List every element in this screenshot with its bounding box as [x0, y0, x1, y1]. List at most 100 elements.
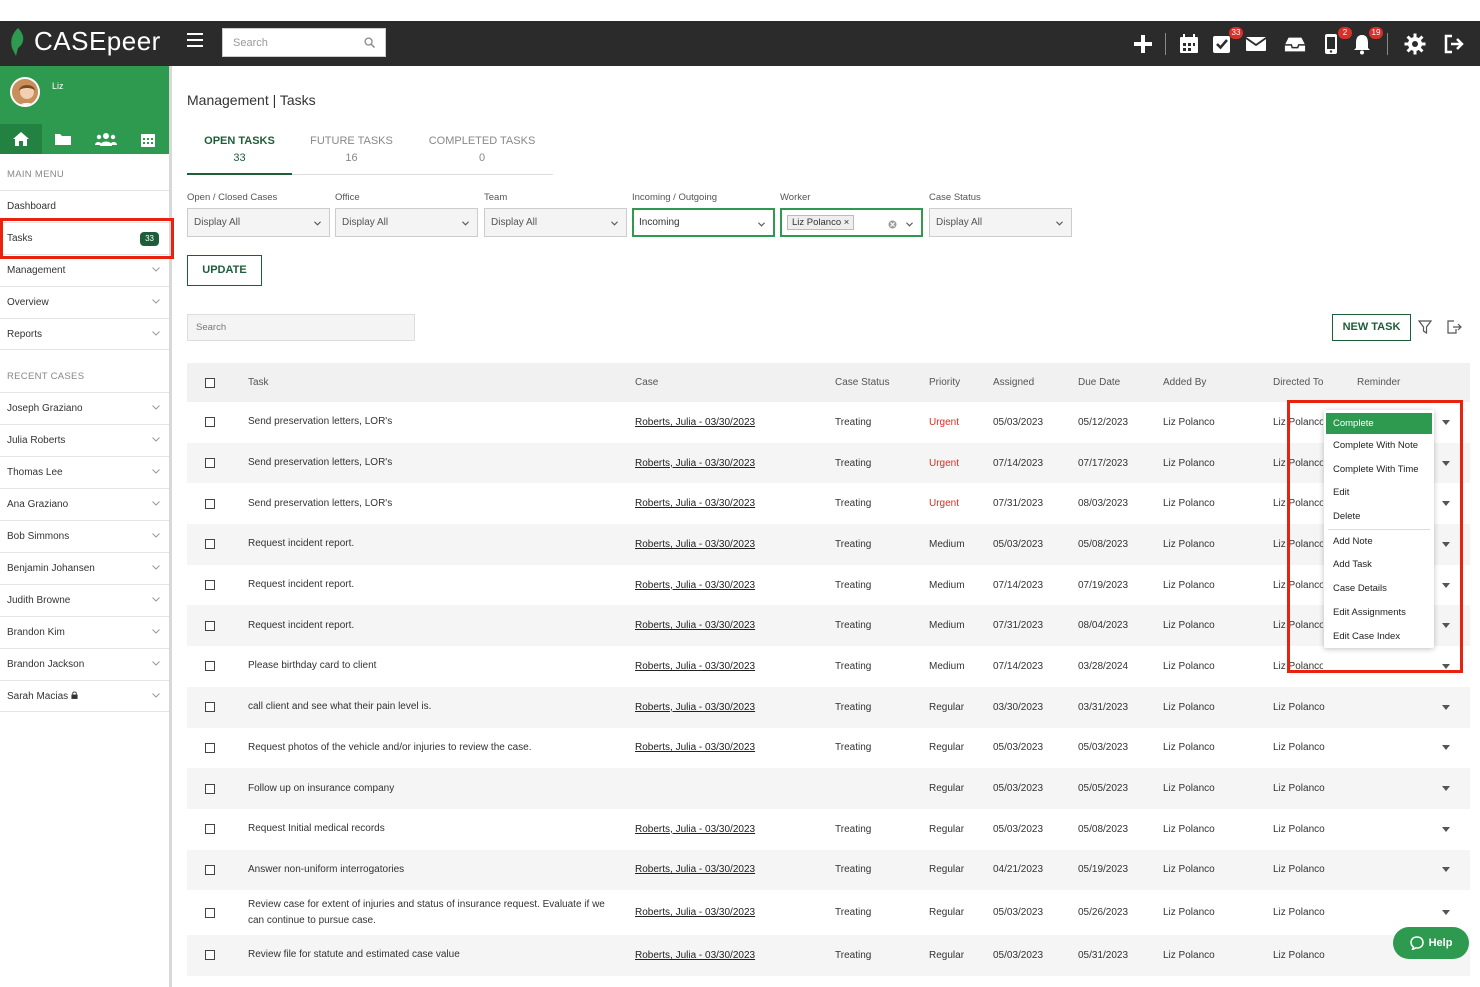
- row-checkbox[interactable]: [205, 742, 215, 753]
- tab-completed-tasks[interactable]: COMPLETED TASKS 0: [422, 125, 542, 175]
- phone-icon[interactable]: 2: [1320, 27, 1352, 55]
- row-checkbox[interactable]: [205, 824, 215, 835]
- recent-case-item[interactable]: Bob Simmons: [0, 520, 169, 552]
- contacts-tab[interactable]: [85, 124, 127, 154]
- help-button[interactable]: Help: [1393, 927, 1469, 959]
- menu-item-case-details[interactable]: Case Details: [1333, 583, 1387, 595]
- sidebar-item-reports[interactable]: Reports: [0, 318, 169, 350]
- table-row[interactable]: Review case for extent of injuries and s…: [187, 890, 1470, 936]
- task-name[interactable]: Request incident report.: [248, 619, 355, 631]
- recent-case-item[interactable]: Joseph Graziano: [0, 392, 169, 424]
- case-link[interactable]: Roberts, Julia - 03/30/2023: [635, 457, 756, 469]
- task-name[interactable]: Send preservation letters, LOR's: [248, 457, 393, 469]
- table-row[interactable]: Send preservation letters, LOR's Roberts,…: [187, 483, 1470, 525]
- row-actions-toggle[interactable]: [1442, 646, 1450, 687]
- office-select[interactable]: Display All: [335, 208, 478, 237]
- row-checkbox[interactable]: [205, 539, 215, 550]
- table-row[interactable]: Request incident report. Roberts, Julia -…: [187, 524, 1470, 565]
- calendar-icon[interactable]: [1178, 33, 1200, 55]
- task-name[interactable]: Request Initial medical records: [248, 823, 385, 835]
- chevron-down-icon[interactable]: [152, 629, 160, 634]
- table-row[interactable]: Send preservation letters, LOR's Roberts,…: [187, 442, 1470, 484]
- task-name[interactable]: Request incident report.: [248, 538, 355, 550]
- case-link[interactable]: Roberts, Julia - 03/30/2023: [635, 823, 756, 835]
- row-actions-toggle[interactable]: [1442, 768, 1450, 809]
- header-task[interactable]: Task: [248, 377, 269, 388]
- export-icon[interactable]: [1446, 320, 1462, 334]
- row-actions-toggle[interactable]: [1442, 728, 1450, 769]
- row-actions-toggle[interactable]: [1442, 890, 1450, 935]
- mail-icon[interactable]: [1245, 33, 1267, 55]
- open-closed-select[interactable]: Display All: [187, 208, 330, 237]
- task-name[interactable]: Review case for extent of injuries and s…: [248, 898, 605, 926]
- top-search-input[interactable]: Search: [222, 28, 386, 57]
- header-due-date[interactable]: Due Date: [1078, 377, 1121, 388]
- menu-item-add-note[interactable]: Add Note: [1333, 535, 1373, 547]
- home-tab[interactable]: [0, 124, 43, 154]
- task-name[interactable]: Request incident report.: [248, 579, 355, 591]
- table-row[interactable]: Review file for statute and estimated ca…: [187, 935, 1470, 976]
- row-checkbox[interactable]: [205, 458, 215, 469]
- sidebar-item-dashboard[interactable]: Dashboard: [0, 190, 169, 222]
- chevron-down-icon[interactable]: [152, 405, 160, 410]
- case-link[interactable]: Roberts, Julia - 03/30/2023: [635, 660, 756, 672]
- row-checkbox[interactable]: [205, 417, 215, 428]
- row-actions-toggle[interactable]: [1442, 524, 1450, 565]
- task-name[interactable]: Send preservation letters, LOR's: [248, 497, 393, 509]
- table-row[interactable]: Request incident report. Roberts, Julia -…: [187, 564, 1470, 606]
- header-case-status[interactable]: Case Status: [835, 377, 890, 388]
- row-actions-toggle[interactable]: [1442, 483, 1450, 524]
- task-name[interactable]: Review file for statute and estimated ca…: [248, 949, 460, 961]
- header-assigned[interactable]: Assigned: [993, 377, 1035, 388]
- clear-circle-icon[interactable]: [888, 220, 897, 229]
- task-name[interactable]: Please birthday card to client: [248, 660, 377, 672]
- menu-item-edit-assignments[interactable]: Edit Assignments: [1333, 606, 1406, 618]
- row-checkbox[interactable]: [205, 498, 215, 509]
- team-select[interactable]: Display All: [484, 208, 627, 237]
- tab-open-tasks[interactable]: OPEN TASKS 33: [187, 125, 292, 175]
- logout-icon[interactable]: [1443, 33, 1465, 55]
- case-link[interactable]: Roberts, Julia - 03/30/2023: [635, 742, 756, 754]
- tab-future-tasks[interactable]: FUTURE TASKS 16: [299, 125, 404, 175]
- header-added-by[interactable]: Added By: [1163, 377, 1207, 388]
- table-row[interactable]: call client and see what their pain leve…: [187, 686, 1470, 728]
- recent-case-item[interactable]: Brandon Jackson: [0, 648, 169, 680]
- inbox-icon[interactable]: [1284, 33, 1306, 55]
- sidebar-item-overview[interactable]: Overview: [0, 286, 169, 318]
- search-icon[interactable]: [364, 37, 375, 48]
- row-checkbox[interactable]: [205, 661, 215, 672]
- row-actions-toggle[interactable]: [1442, 565, 1450, 606]
- table-row[interactable]: Request incident report. Roberts, Julia -…: [187, 605, 1470, 647]
- menu-item-complete-with-time[interactable]: Complete With Time: [1333, 463, 1419, 475]
- row-actions-toggle[interactable]: [1442, 605, 1450, 646]
- task-name[interactable]: Request photos of the vehicle and/or inj…: [248, 741, 532, 753]
- avatar[interactable]: [10, 77, 40, 107]
- case-link[interactable]: Roberts, Julia - 03/30/2023: [635, 416, 756, 428]
- case-link[interactable]: Roberts, Julia - 03/30/2023: [635, 864, 756, 876]
- row-actions-toggle[interactable]: [1442, 850, 1450, 891]
- filter-funnel-icon[interactable]: [1418, 320, 1432, 334]
- row-checkbox[interactable]: [205, 620, 215, 631]
- chevron-down-icon[interactable]: [152, 437, 160, 442]
- row-actions-toggle[interactable]: [1442, 687, 1450, 728]
- chip-close-icon[interactable]: ×: [843, 217, 850, 228]
- bell-icon[interactable]: 19: [1351, 27, 1383, 55]
- plus-icon[interactable]: [1132, 33, 1154, 55]
- chevron-down-icon[interactable]: [152, 469, 160, 474]
- worker-select[interactable]: Liz Polanco ×: [780, 208, 923, 237]
- incoming-outgoing-select[interactable]: Incoming: [632, 208, 775, 237]
- menu-item-edit-case-index[interactable]: Edit Case Index: [1333, 630, 1401, 642]
- gear-icon[interactable]: [1404, 33, 1426, 55]
- case-link[interactable]: Roberts, Julia - 03/30/2023: [635, 498, 756, 510]
- recent-case-item[interactable]: Thomas Lee: [0, 456, 169, 488]
- recent-case-item[interactable]: Brandon Kim: [0, 616, 169, 648]
- task-name[interactable]: call client and see what their pain leve…: [248, 701, 432, 713]
- case-link[interactable]: Roberts, Julia - 03/30/2023: [635, 538, 756, 550]
- recent-case-item[interactable]: Benjamin Johansen: [0, 552, 169, 584]
- tasks-check-icon[interactable]: 33: [1211, 27, 1243, 55]
- hamburger-menu-icon[interactable]: [187, 33, 203, 49]
- recent-case-item[interactable]: Judith Browne: [0, 584, 169, 616]
- header-reminder[interactable]: Reminder: [1357, 377, 1401, 388]
- select-all-checkbox[interactable]: [205, 377, 215, 388]
- header-directed-to[interactable]: Directed To: [1273, 377, 1324, 388]
